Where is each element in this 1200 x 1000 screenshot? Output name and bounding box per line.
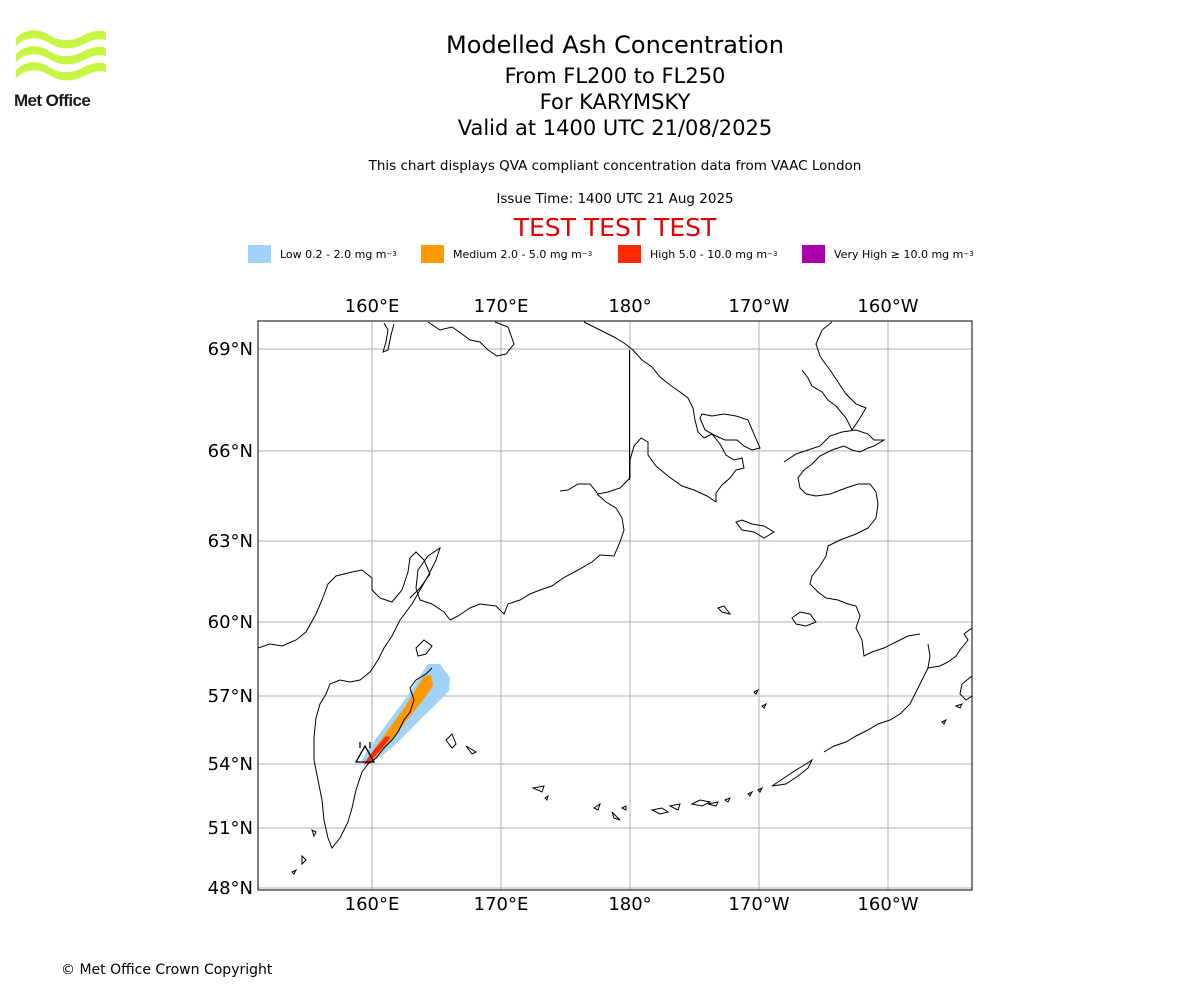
chart-title: Modelled Ash Concentration — [446, 31, 784, 59]
legend-swatch-high — [618, 245, 641, 263]
lat-label: 57°N — [208, 686, 253, 707]
lon-label: 160°W — [857, 296, 918, 317]
legend-label-high: High 5.0 - 10.0 mg m — [650, 247, 768, 261]
lon-labels-top: 160°E 170°E 180° 170°W 160°W — [345, 296, 919, 317]
lat-label: 66°N — [208, 441, 253, 462]
lon-label: 180° — [608, 894, 651, 915]
lon-label: 180° — [608, 296, 651, 317]
legend-swatch-low — [248, 245, 271, 263]
logo-text: Met Office — [14, 91, 91, 110]
volcano-name: For KARYMSKY — [539, 90, 691, 114]
legend-exp-very-high: −3 — [963, 250, 974, 258]
map-frame — [257, 320, 973, 891]
lon-label: 160°E — [345, 296, 400, 317]
lon-labels-bottom: 160°E 170°E 180° 170°W 160°W — [345, 894, 919, 915]
lat-label: 48°N — [208, 878, 253, 899]
lon-label: 170°E — [474, 296, 529, 317]
lon-label: 170°E — [474, 894, 529, 915]
legend-label-low: Low 0.2 - 2.0 mg m — [280, 247, 387, 261]
lat-label: 51°N — [208, 818, 253, 839]
legend-exp-high: −3 — [767, 250, 778, 258]
chart-description: This chart displays QVA compliant concen… — [368, 158, 862, 174]
test-banner: TEST TEST TEST — [513, 213, 717, 242]
legend-exp-low: −3 — [386, 250, 397, 258]
lat-label: 54°N — [208, 754, 253, 775]
legend-item-high: High 5.0 - 10.0 mg m −3 — [618, 244, 777, 264]
legend-exp-medium: −3 — [581, 250, 593, 258]
legend-item-low: Low 0.2 - 2.0 mg m −3 — [248, 244, 397, 264]
legend-item-medium: Medium 2.0 - 5.0 mg m −3 — [421, 244, 592, 264]
lat-label: 69°N — [208, 339, 253, 360]
legend-label-very-high: Very High ≥ 10.0 mg m — [834, 247, 964, 261]
lat-label: 60°N — [208, 612, 253, 633]
copyright-notice: © Met Office Crown Copyright — [61, 962, 273, 978]
graticule — [258, 321, 972, 890]
legend-label-medium: Medium 2.0 - 5.0 mg m — [453, 247, 582, 261]
lon-label: 170°W — [728, 296, 789, 317]
lon-label: 170°W — [728, 894, 789, 915]
legend-item-very-high: Very High ≥ 10.0 mg m −3 — [802, 244, 974, 264]
coastlines — [258, 321, 972, 875]
lat-labels: 69°N 66°N 63°N 60°N 57°N 54°N 51°N 48°N — [208, 339, 253, 899]
ash-plume — [362, 664, 450, 766]
lon-label: 160°E — [345, 894, 400, 915]
met-office-logo-icon — [16, 30, 106, 81]
lon-label: 160°W — [857, 894, 918, 915]
issue-time: Issue Time: 1400 UTC 21 Aug 2025 — [496, 191, 734, 207]
legend-swatch-medium — [421, 245, 444, 263]
legend-swatch-very-high — [802, 245, 825, 263]
lat-label: 63°N — [208, 531, 253, 552]
flight-level-range: From FL200 to FL250 — [504, 64, 726, 88]
valid-time: Valid at 1400 UTC 21/08/2025 — [457, 116, 773, 140]
